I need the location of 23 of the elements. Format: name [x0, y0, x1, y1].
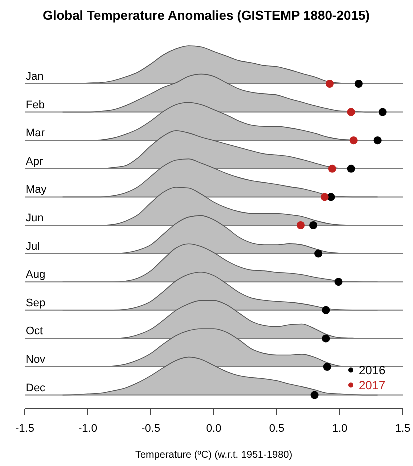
y-axis-title: Dec — [26, 382, 46, 394]
x-axis-title: Temperature (ºC) (w.r.t. 1951-1980) — [135, 450, 293, 461]
y-axis-title: Jul — [26, 240, 40, 253]
x-tick-label: 0.5 — [269, 423, 285, 435]
y-axis-title: Apr — [26, 156, 44, 168]
x-tick-label: -1.5 — [16, 423, 34, 435]
x-tick-label: -0.5 — [142, 423, 160, 435]
x-tick-label: -1.0 — [78, 423, 98, 435]
x-tick-label: 0.0 — [206, 423, 222, 435]
y-axis-title: Jan — [26, 71, 44, 83]
legend-label: 2017 — [359, 378, 386, 392]
y-axis-title: Nov — [26, 354, 46, 366]
x-tick-label: 1.5 — [395, 423, 411, 435]
y-axis-title: May — [26, 184, 48, 196]
y-axis-title: Sep — [26, 297, 46, 310]
y-axis-title: Aug — [26, 269, 46, 282]
y-axis-title: Jun — [26, 212, 44, 224]
y-axis-title: Oct — [26, 326, 44, 338]
y-axis-title: Feb — [26, 99, 45, 112]
legend-label: 2016 — [359, 363, 386, 378]
x-tick-label: 1.0 — [332, 423, 348, 435]
chart-title: Global Temperature Anomalies (GISTEMP 1880-2015) — [42, 8, 370, 23]
y-axis-title: Mar — [26, 128, 46, 140]
